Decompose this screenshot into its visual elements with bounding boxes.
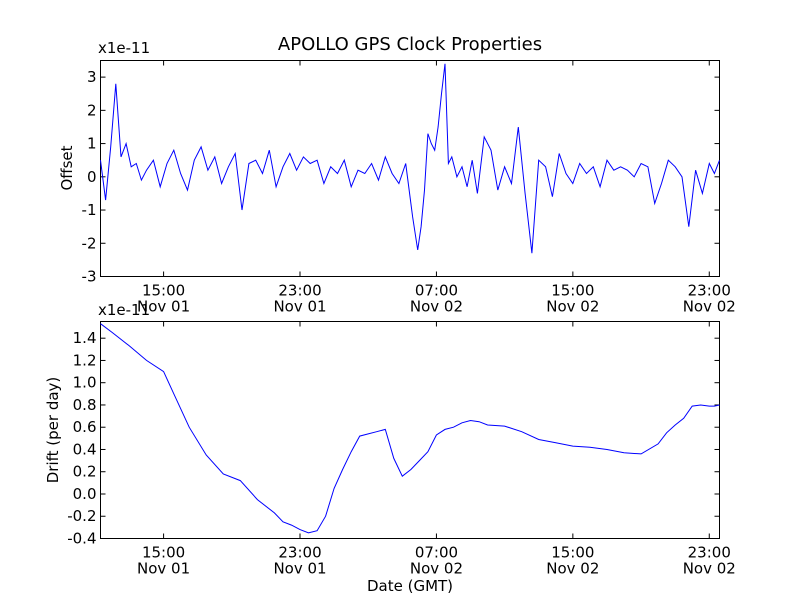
offset-xtick-label-date: Nov 01 [273, 298, 326, 316]
drift-xtick-label-date: Nov 02 [683, 560, 736, 578]
drift-ytick-label: -0.4 [67, 530, 96, 548]
offset-xtick-label-date: Nov 02 [410, 298, 463, 316]
drift-xtick-label-date: Nov 01 [137, 560, 190, 578]
offset-xtick-label-time: 23:00 [688, 282, 731, 300]
drift-y-axis-label: Drift (per day) [44, 377, 62, 484]
drift-xtick-label-date: Nov 02 [410, 560, 463, 578]
drift-series-line [100, 323, 720, 534]
offset-xtick-label-time: 23:00 [278, 282, 321, 300]
offset-ytick-label: -2 [82, 234, 97, 252]
drift-xtick-label-date: Nov 01 [273, 560, 326, 578]
offset-xtick-label-time: 07:00 [415, 282, 458, 300]
drift-xtick-label-time: 07:00 [415, 544, 458, 562]
x-axis-label: Date (GMT) [367, 577, 453, 595]
offset-xtick-label-date: Nov 02 [683, 298, 736, 316]
offset-ytick-label: 2 [87, 101, 97, 119]
offset-ytick-label: -3 [82, 268, 97, 286]
drift-xtick-label-time: 15:00 [551, 544, 594, 562]
drift-ytick-label: 1.4 [73, 329, 97, 347]
offset-xtick-label-date: Nov 01 [137, 298, 190, 316]
drift-xtick-label-date: Nov 02 [546, 560, 599, 578]
offset-series-line [100, 63, 720, 254]
offset-exponent-label: x1e-11 [98, 39, 150, 57]
drift-ytick-label: 0.6 [73, 418, 97, 436]
drift-ytick-label: 1.0 [73, 374, 97, 392]
drift-ytick-label: -0.2 [67, 507, 96, 525]
chart-title: APOLLO GPS Clock Properties [278, 34, 542, 55]
drift-axes-frame [100, 321, 720, 539]
offset-y-axis-label: Offset [58, 145, 76, 190]
offset-ytick-label: -1 [82, 201, 97, 219]
offset-ytick-label: 3 [87, 68, 97, 86]
drift-ytick-label: 0.8 [73, 396, 97, 414]
offset-axes-frame [100, 60, 720, 277]
drift-xtick-label-time: 23:00 [688, 544, 731, 562]
drift-exponent-label: x1e-11 [98, 301, 150, 319]
drift-ytick-label: 0.0 [73, 485, 97, 503]
offset-ytick-label: 1 [87, 135, 97, 153]
drift-xtick-label-time: 15:00 [142, 544, 185, 562]
offset-xtick-label-time: 15:00 [142, 282, 185, 300]
offset-xtick-label-date: Nov 02 [546, 298, 599, 316]
offset-panel: APOLLO GPS Clock Properties x1e-11 Offse… [58, 34, 736, 316]
drift-ytick-label: 1.2 [73, 351, 97, 369]
drift-xtick-label-time: 23:00 [278, 544, 321, 562]
drift-ticks: -0.4-0.20.00.20.40.60.81.01.21.415:00Nov… [67, 321, 736, 578]
drift-panel: x1e-11 Drift (per day) Date (GMT) -0.4 -0… [44, 301, 736, 595]
drift-ytick-label: 0.4 [73, 440, 97, 458]
offset-ytick-label: 0 [87, 168, 97, 186]
offset-xtick-label-time: 15:00 [551, 282, 594, 300]
drift-ytick-label: 0.2 [73, 463, 97, 481]
